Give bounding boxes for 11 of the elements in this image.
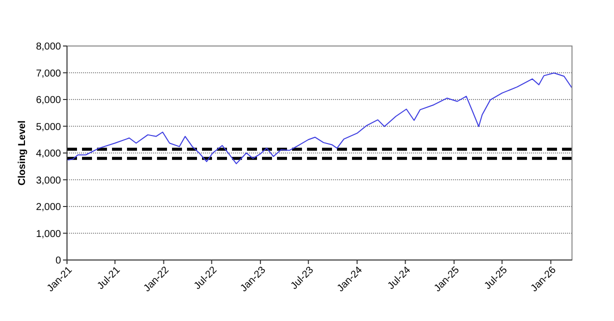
y-tick-label: 1,000 [36,228,62,240]
y-tick-label: 5,000 [36,122,62,133]
y-tick-label: 6,000 [36,95,62,106]
y-tick-label: 2,000 [36,202,62,213]
y-tick-label: 3,000 [36,175,62,186]
y-axis-title: Closing Level [17,120,28,186]
y-tick-label: 8,000 [36,42,62,52]
y-tick-label: 4,000 [36,148,62,160]
y-tick-label: 7,000 [36,68,62,80]
y-tick-label: 0 [55,256,62,266]
line-series [67,72,572,164]
